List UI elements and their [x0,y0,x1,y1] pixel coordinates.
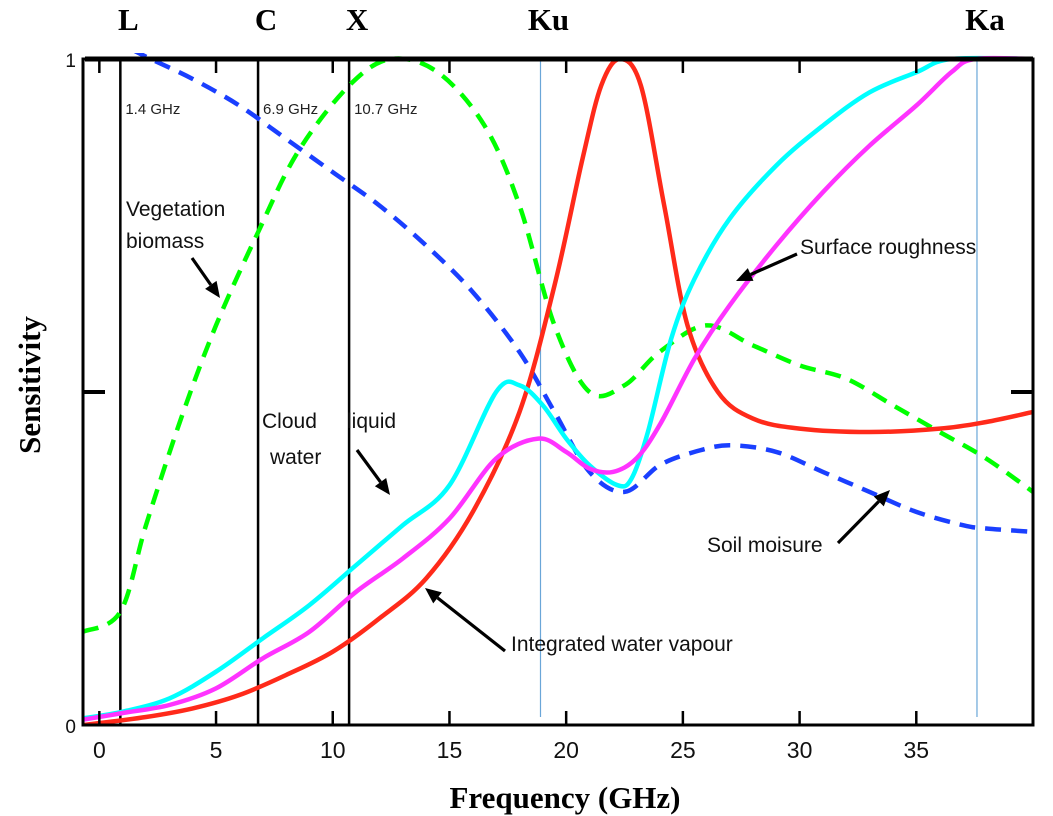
axis-ticks: 0 5 10 15 20 25 30 35 0 1 [65,51,1033,763]
band-lines: L 1.4 GHz C 6.9 GHz X 10.7 GHz Ku Ka [118,2,1005,725]
annotation-water-vapour: Integrated water vapour [511,633,733,656]
y-tick-label: 1 [65,51,76,72]
x-tick-label: 25 [670,737,696,763]
x-tick-label: 20 [553,737,579,763]
band-label-ka: Ka [965,2,1005,37]
y-tick-label: 0 [65,717,76,738]
annotations-group: Vegetation biomass Cloud water liquid Su… [126,198,976,656]
annotation-vegetation-line-1: Vegetation [126,198,225,221]
arrow-water-vapour-head [425,588,442,604]
band-label-x: X [346,2,369,37]
annotation-arrows [190,252,890,653]
series-line-0 [83,56,1033,634]
arrow-soil-moisture-head [873,490,890,507]
annotation-cloud-line-1: Cloud [262,410,317,433]
arrow-liquid-shaft [355,449,382,484]
series-line-4 [83,55,1033,722]
annotation-surface-roughness: Surface roughness [800,236,976,259]
arrow-water-vapour-shaft [436,596,506,653]
series-line-2 [83,56,1033,725]
arrow-liquid-head [374,477,390,495]
band-label-c: C [255,2,277,37]
x-tick-label: 10 [320,737,346,763]
arrow-soil-moisture-shaft [836,500,880,545]
band-frequency-l: 1.4 GHz [125,101,180,118]
x-tick-label: 30 [787,737,813,763]
arrow-vegetation-head [205,280,220,298]
x-tick-label: 0 [93,737,106,763]
arrow-surface-roughness-shaft [749,252,798,276]
annotation-liquid: liquid [347,410,396,433]
band-label-l: L [118,2,139,37]
band-frequency-x: 10.7 GHz [354,101,417,118]
x-axis-label: Frequency (GHz) [449,780,680,815]
x-tick-label: 35 [903,737,929,763]
x-tick-label: 5 [210,737,223,763]
annotation-cloud-line-2: water [269,446,321,469]
series-line-1 [133,53,1033,535]
y-axis-label: Sensitivity [12,316,47,454]
series-group [83,53,1033,725]
x-tick-label: 15 [437,737,463,763]
arrow-vegetation-shaft [190,257,213,286]
band-frequency-c: 6.9 GHz [263,101,318,118]
arrow-surface-roughness-head [736,268,754,281]
series-line-3 [83,55,1033,721]
annotation-soil-moisture: Soil moisure [707,534,823,557]
band-label-ku: Ku [528,2,569,37]
annotation-vegetation-line-2: biomass [126,230,204,253]
